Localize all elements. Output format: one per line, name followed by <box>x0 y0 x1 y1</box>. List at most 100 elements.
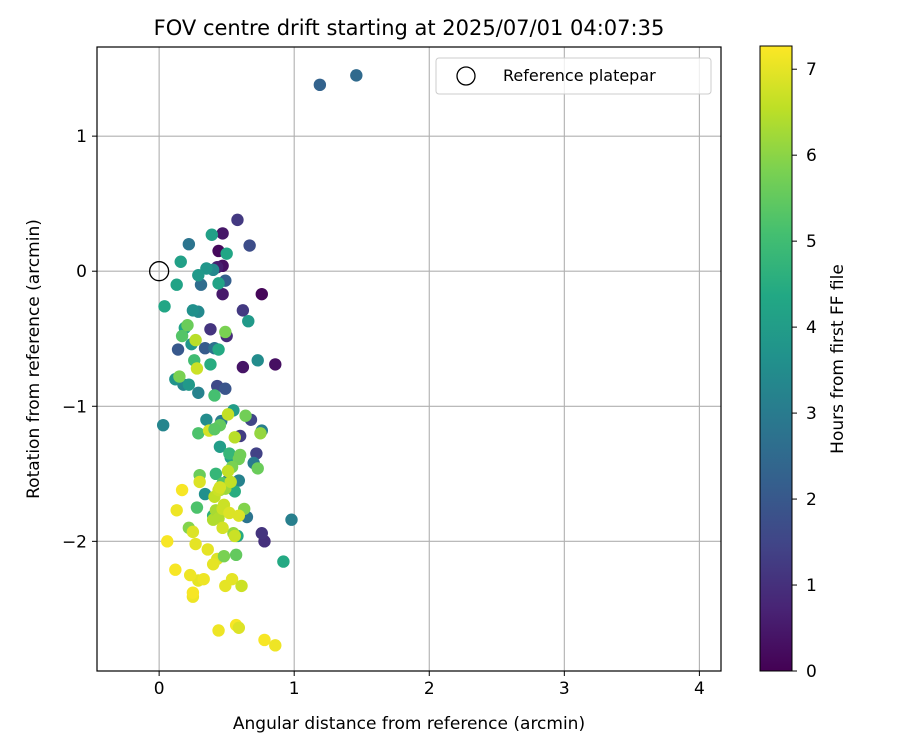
legend-box <box>435 57 712 95</box>
data-point <box>206 558 220 571</box>
data-point <box>170 504 183 517</box>
data-point <box>209 467 223 481</box>
data-point <box>232 509 246 522</box>
data-point <box>219 382 232 395</box>
data-point <box>193 475 206 489</box>
data-point <box>250 447 263 460</box>
x-tick-label: 0 <box>154 679 165 699</box>
data-point <box>213 440 227 453</box>
data-point <box>243 239 256 252</box>
data-point <box>236 304 250 317</box>
data-point <box>189 537 202 551</box>
data-point <box>258 633 271 647</box>
colorbar-ticks: 0 1 2 3 4 5 6 7 <box>792 60 817 682</box>
data-point <box>223 447 236 460</box>
data-point <box>255 527 268 540</box>
y-tick-label: 1 <box>76 127 87 147</box>
legend-label-reference: Reference platepar <box>503 66 656 85</box>
y-axis-label: Rotation from reference (arcmin) <box>24 219 44 499</box>
data-point <box>200 413 213 426</box>
colorbar-tick-label: 2 <box>806 490 817 510</box>
data-point <box>212 624 225 637</box>
data-point <box>224 475 237 489</box>
data-point <box>217 549 231 563</box>
plot-frame <box>96 46 722 672</box>
y-tick-label: −1 <box>62 397 87 417</box>
data-point <box>219 579 232 593</box>
data-point <box>233 448 247 462</box>
data-point <box>212 343 225 356</box>
x-tick-label: 3 <box>559 679 570 699</box>
data-point <box>158 300 171 313</box>
data-point <box>186 525 200 539</box>
legend: Reference platepar <box>435 57 712 95</box>
data-point <box>251 462 264 475</box>
data-point <box>251 354 264 367</box>
data-point <box>170 278 183 291</box>
data-point <box>231 213 244 227</box>
data-point <box>221 464 235 478</box>
colorbar-tick-label: 4 <box>806 318 817 338</box>
data-point <box>171 343 185 356</box>
colorbar-tick-label: 7 <box>806 60 817 80</box>
data-point <box>232 621 246 634</box>
colorbar: 0 1 2 3 4 5 6 7 Hours from first FF file <box>759 45 848 682</box>
data-point <box>242 314 255 328</box>
data-point <box>229 548 243 562</box>
data-point <box>182 378 196 391</box>
data-point <box>220 247 233 260</box>
chart-title: FOV centre drift starting at 2025/07/01 … <box>154 16 665 40</box>
x-axis-label: Angular distance from reference (arcmin) <box>233 714 585 734</box>
data-point <box>204 323 217 336</box>
x-tick-label: 2 <box>424 679 435 699</box>
data-point <box>228 485 241 498</box>
reference-platepar-marker <box>148 261 170 282</box>
data-point <box>186 304 200 317</box>
data-point <box>173 370 186 383</box>
colorbar-tick-label: 0 <box>806 662 817 682</box>
data-point <box>223 506 236 520</box>
data-points <box>148 69 363 652</box>
data-point <box>197 572 210 586</box>
data-point <box>239 409 252 422</box>
colorbar-tick-label: 1 <box>806 576 817 596</box>
y-tick-label: −2 <box>62 532 87 552</box>
data-point <box>198 341 212 355</box>
data-point <box>161 535 174 548</box>
data-point <box>350 69 363 82</box>
data-point <box>269 358 282 371</box>
data-point <box>205 228 219 241</box>
data-point <box>181 319 194 332</box>
data-point <box>216 287 229 301</box>
data-point <box>189 333 202 347</box>
data-point <box>169 563 182 576</box>
data-point <box>175 329 189 343</box>
colorbar-label: Hours from first FF file <box>828 264 848 454</box>
data-point <box>204 358 217 371</box>
data-point <box>208 423 221 436</box>
data-point <box>201 543 214 556</box>
data-point <box>228 431 241 444</box>
data-point <box>285 513 298 526</box>
x-tick-label: 4 <box>694 679 705 699</box>
data-point <box>216 227 229 240</box>
data-point <box>182 237 196 251</box>
data-point <box>175 483 189 497</box>
data-point <box>194 278 208 291</box>
colorbar-gradient <box>759 45 793 672</box>
data-point <box>212 277 225 290</box>
data-point <box>192 269 205 282</box>
colorbar-tick-label: 6 <box>806 146 817 166</box>
data-point <box>212 512 225 525</box>
data-point <box>313 78 327 92</box>
data-point <box>235 579 248 593</box>
data-point <box>156 418 170 432</box>
data-point <box>198 487 212 501</box>
legend-marker-reference <box>456 66 476 86</box>
data-point <box>221 408 235 421</box>
data-point <box>192 386 205 399</box>
y-tick-label: 0 <box>76 262 87 282</box>
data-point <box>254 427 267 440</box>
